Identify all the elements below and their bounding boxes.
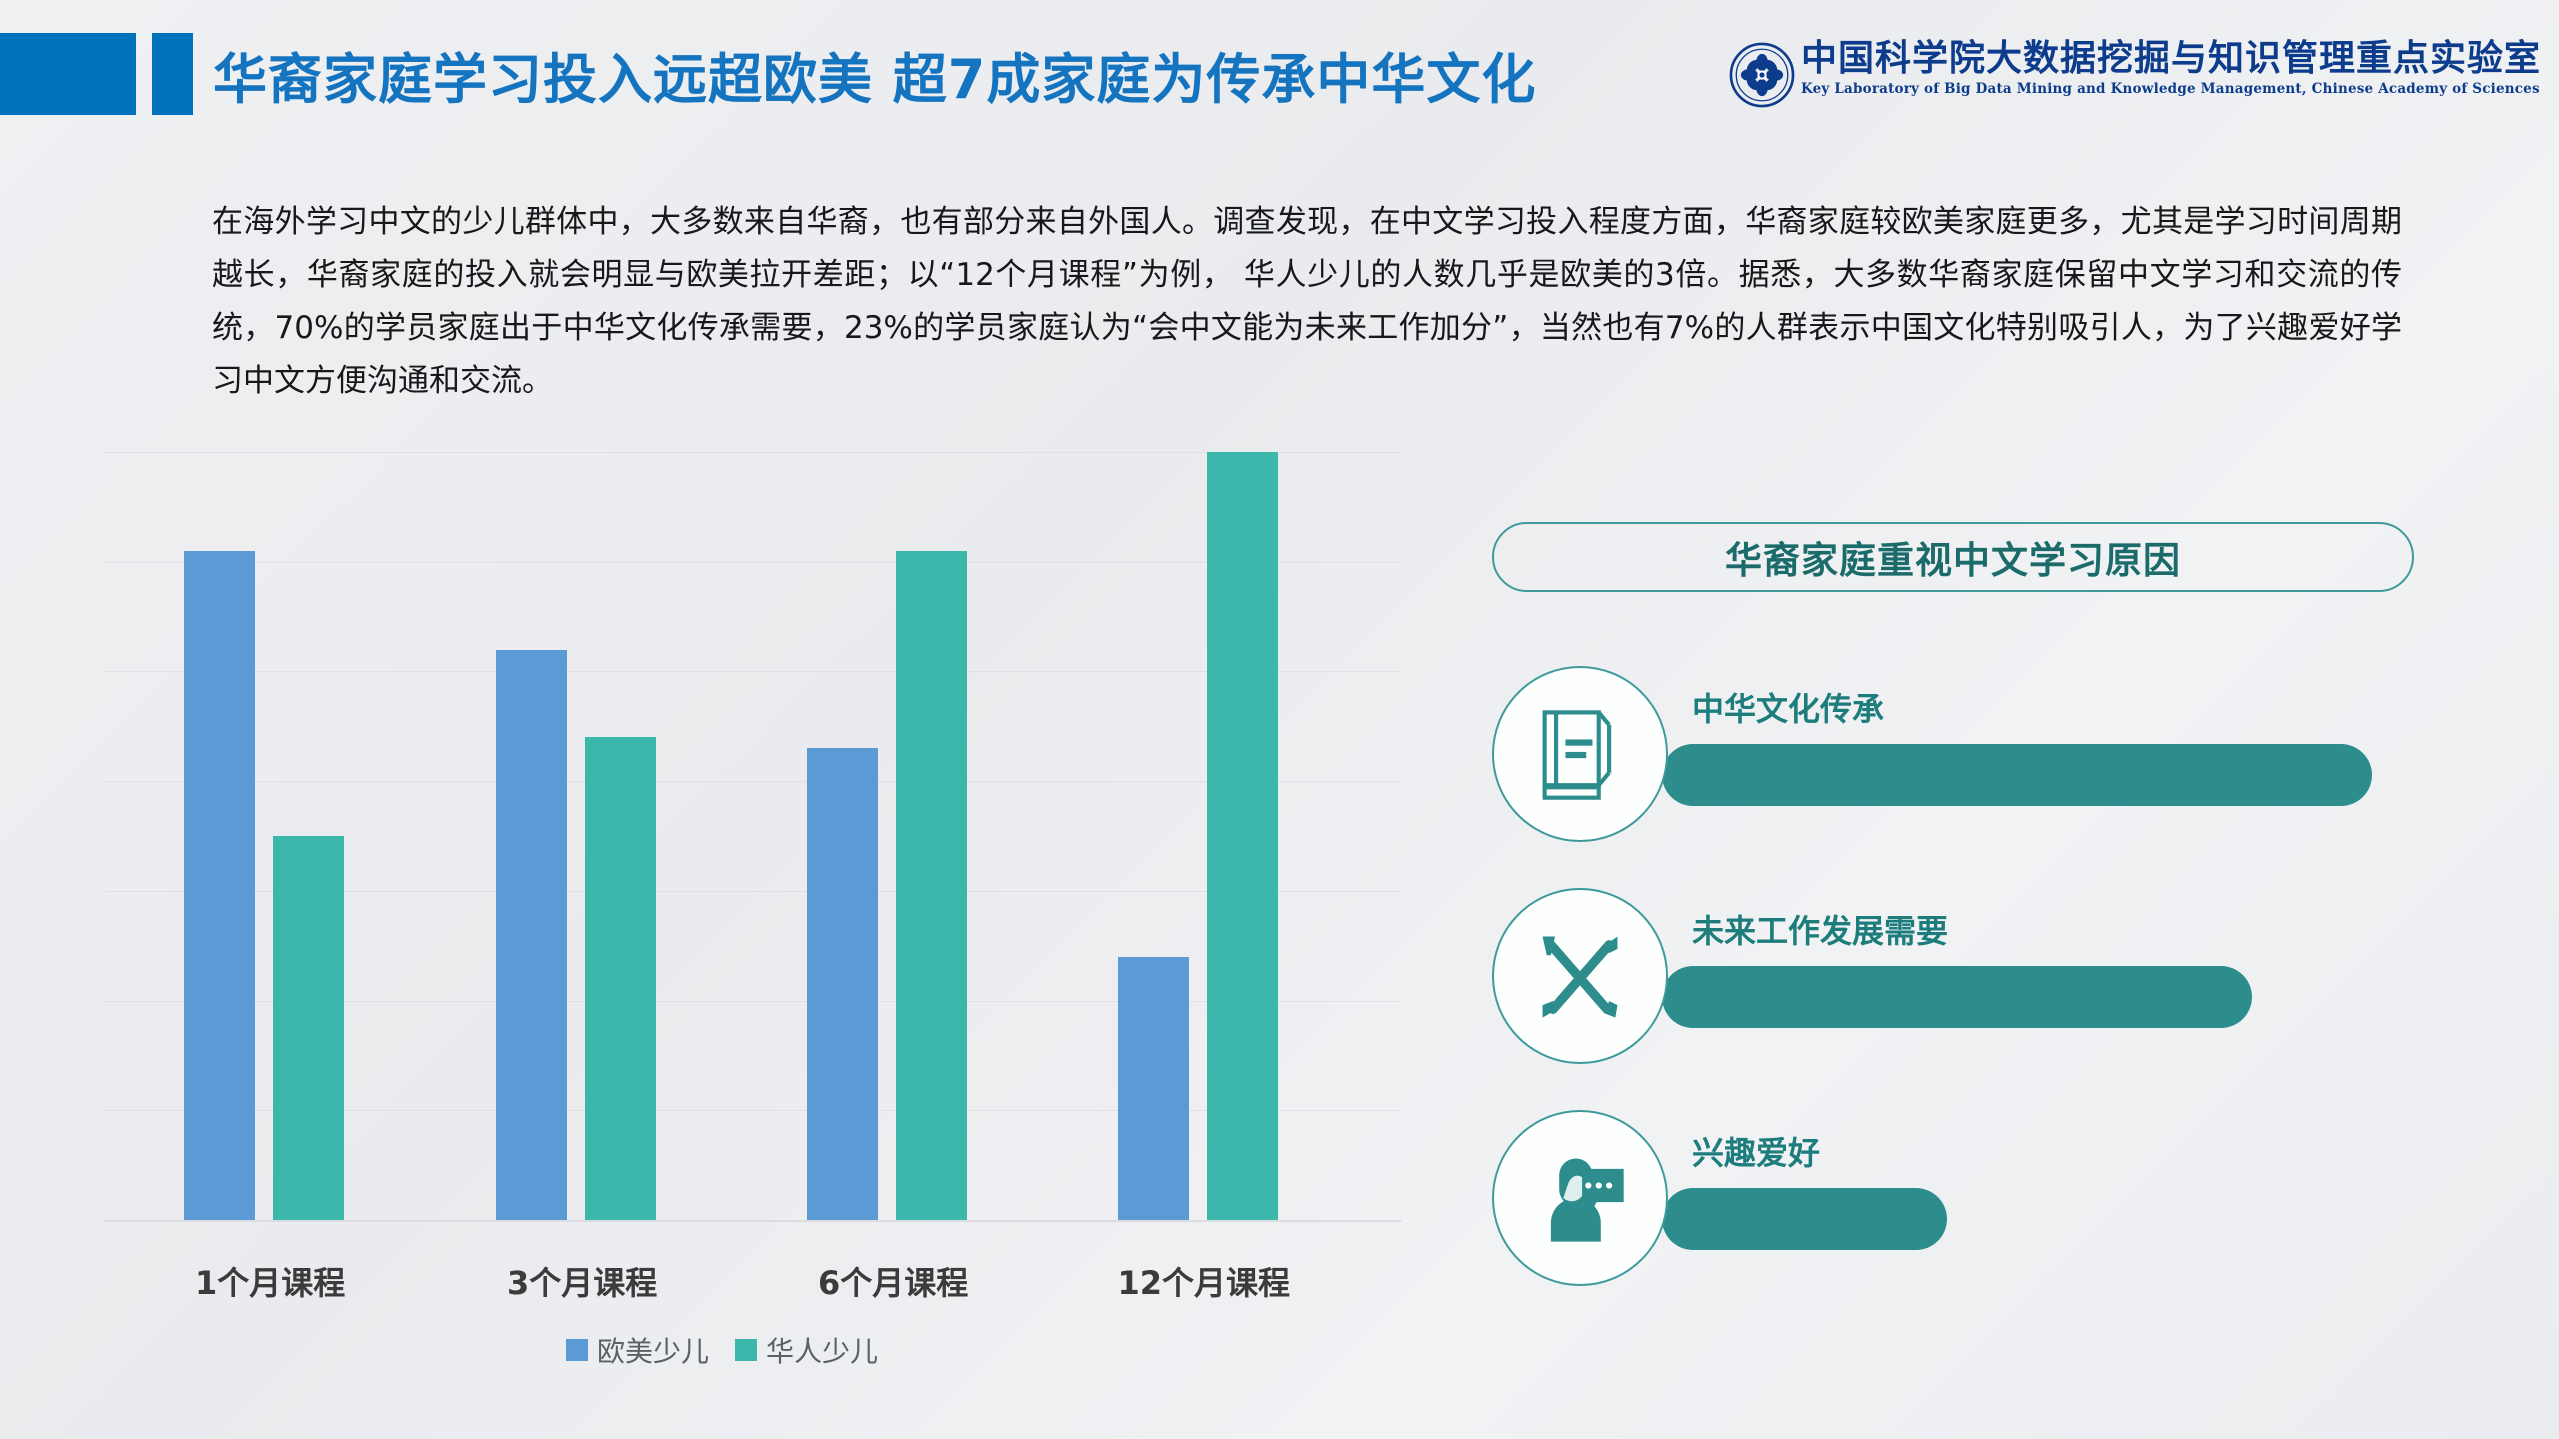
chart-gridline [105,890,1400,892]
reason-label: 未来工作发展需要 [1692,912,1949,950]
legend-swatch [735,1339,758,1361]
chart-x-axis-labels: 1个月课程 3个月课程 6个月课程 12个月课程 [105,1258,1425,1302]
legend-label: 华人少儿 [766,1335,879,1368]
chart-bar [1118,956,1189,1220]
chart-gridline [105,1110,1400,1112]
chart-bar [1207,452,1278,1220]
reasons-panel-title: 华裔家庭重视中文学习原因 [1725,539,2181,582]
reason-progress-bar [1662,744,2372,806]
cas-flower-seal-icon [1729,42,1795,108]
header-accent-bar [152,33,193,115]
chart-legend: 欧美少儿 华人少儿 [566,1330,878,1370]
chart-x-label: 12个月课程 [1117,1264,1291,1302]
chart-gridline [105,452,1400,453]
legend-swatch [566,1339,588,1361]
chart-bar [273,836,344,1220]
intro-paragraph: 在海外学习中文的少儿群体中，大多数来自华裔，也有部分来自外国人。调查发现，在中文… [212,204,2402,399]
reason-label: 中华文化传承 [1692,690,1885,728]
chart-bar [496,649,567,1220]
chart-gridline [105,561,1400,563]
header-accent-block [0,33,136,115]
chart-legend-item[interactable]: 华人少儿 [735,1330,878,1370]
reason-icon-badge [1492,666,1668,842]
chart-x-label: 6个月课程 [818,1264,969,1302]
page-header: 华裔家庭学习投入远超欧美 超7成家庭为传承中华文化 [0,33,2559,115]
chart-bar [807,748,878,1220]
reason-progress-bar [1662,966,2252,1028]
chart-gridline [105,781,1400,783]
lab-logo: 中国科学院大数据挖掘与知识管理重点实验室 Key Laboratory of B… [1729,37,2541,108]
chart-gridline [105,1220,1400,1221]
reason-icon-badge [1492,888,1668,1064]
reason-item[interactable]: 中华文化传承 [1492,666,2452,846]
book-icon [1542,710,1612,800]
person-speech-icon [1550,1158,1624,1242]
bar-chart [104,452,1401,1222]
chart-bar [184,550,255,1220]
chart-gridline [105,671,1400,673]
chart-legend-item[interactable]: 欧美少儿 [566,1330,709,1370]
chart-axis-line [104,1220,1401,1222]
reason-label: 兴趣爱好 [1692,1134,1821,1172]
tools-icon [1542,936,1618,1018]
chart-bar [896,550,967,1220]
reasons-panel-header: 华裔家庭重视中文学习原因 [1492,522,2414,592]
reason-progress-bar [1662,1188,1947,1250]
chart-x-label: 1个月课程 [195,1264,346,1302]
chart-gridline [105,1000,1400,1002]
reason-item[interactable]: 未来工作发展需要 [1492,888,2452,1068]
legend-label: 欧美少儿 [597,1335,710,1368]
reason-icon-badge [1492,1110,1668,1286]
chart-bar [585,737,656,1220]
reason-item[interactable]: 兴趣爱好 [1492,1110,2452,1290]
page-title: 华裔家庭学习投入远超欧美 超7成家庭为传承中华文化 [213,48,1537,111]
logo-name-cn: 中国科学院大数据挖掘与知识管理重点实验室 [1800,37,2541,79]
chart-x-label: 3个月课程 [507,1264,658,1302]
logo-name-en: Key Laboratory of Big Data Mining and Kn… [1800,80,2540,97]
